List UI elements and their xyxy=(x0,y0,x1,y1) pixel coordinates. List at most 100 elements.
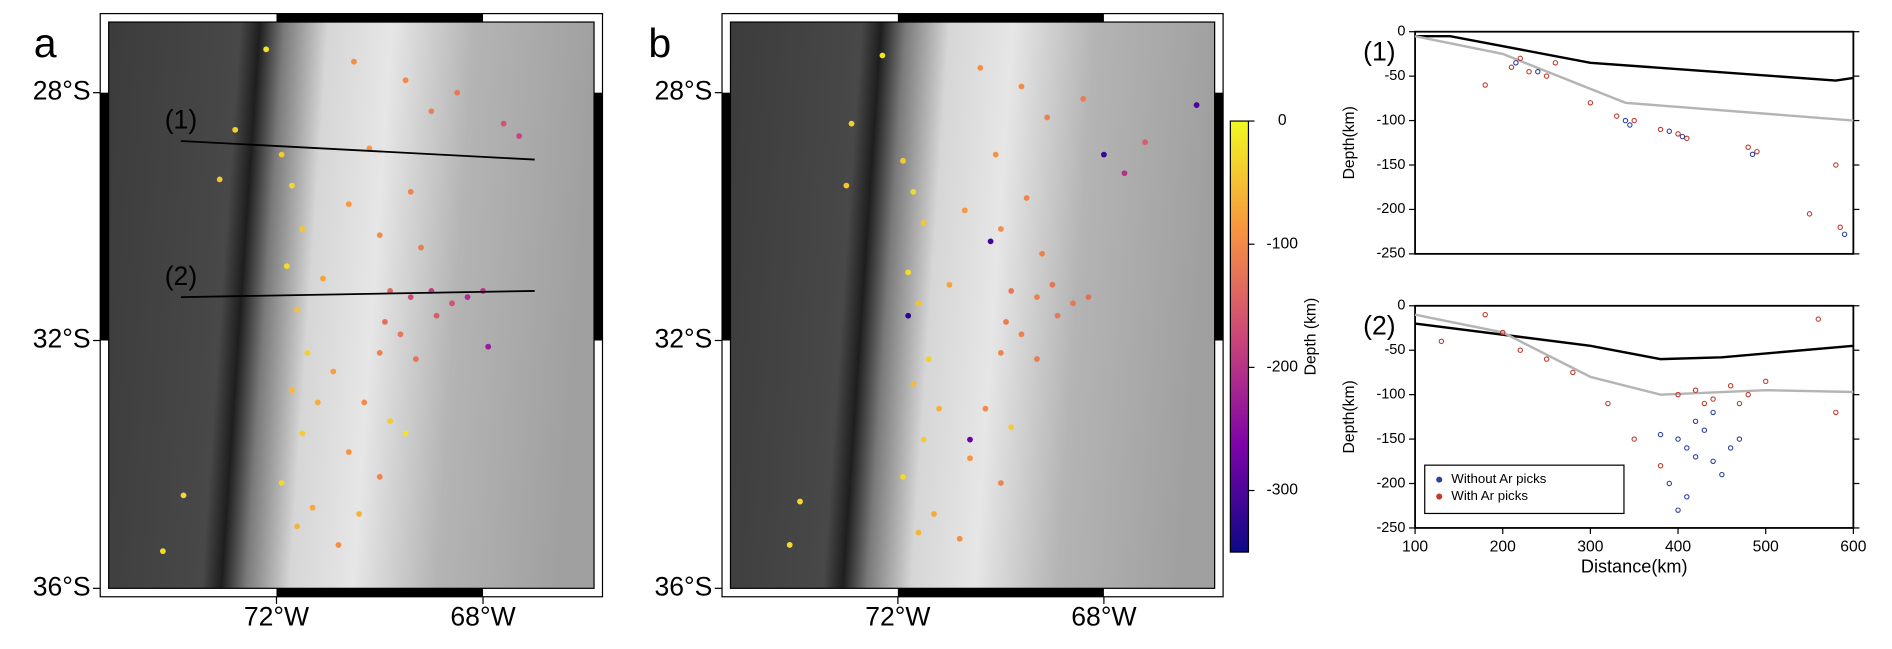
event xyxy=(289,182,295,189)
event xyxy=(1627,122,1633,128)
event xyxy=(159,548,166,555)
event xyxy=(366,145,373,152)
x-tick-label: 68°W xyxy=(450,602,515,632)
y-tick-label: -50 xyxy=(1384,68,1405,84)
event xyxy=(402,430,409,437)
event xyxy=(1535,68,1541,75)
event xyxy=(289,387,295,393)
event xyxy=(1054,312,1061,319)
event xyxy=(1613,113,1620,119)
event xyxy=(1049,281,1056,288)
event xyxy=(1710,396,1716,402)
event xyxy=(1701,427,1708,433)
map-layer xyxy=(159,46,523,555)
event xyxy=(1513,60,1519,66)
x-tick-label: 200 xyxy=(1490,538,1516,555)
plot-label: (1) xyxy=(1363,36,1395,66)
x-tick-label: 500 xyxy=(1753,538,1779,555)
event xyxy=(1679,133,1686,140)
event xyxy=(1749,151,1756,158)
event xyxy=(905,312,912,319)
event xyxy=(1754,148,1760,155)
x-tick-label: 72°W xyxy=(865,602,930,632)
event xyxy=(1710,458,1716,465)
interface-line xyxy=(1414,34,1854,122)
colorbar-tick-label: 0 xyxy=(1278,112,1287,129)
x-tick-label: 68°W xyxy=(1071,602,1136,632)
profile-label: (1) xyxy=(165,105,197,135)
event xyxy=(956,535,963,542)
event xyxy=(413,356,419,362)
y-tick-label: -100 xyxy=(1376,386,1405,402)
relief xyxy=(108,22,595,589)
event xyxy=(1085,294,1092,301)
event xyxy=(1034,294,1040,301)
event xyxy=(1517,55,1523,62)
event xyxy=(407,188,414,195)
event xyxy=(1833,162,1839,168)
x-tick-label: 100 xyxy=(1402,538,1428,555)
event xyxy=(925,356,932,362)
event xyxy=(961,207,968,214)
event xyxy=(1193,102,1200,108)
legend-box xyxy=(1424,464,1625,515)
profile-line xyxy=(180,140,535,161)
event xyxy=(1727,445,1734,451)
y-tick-label: 36°S xyxy=(33,571,91,601)
event xyxy=(402,77,409,84)
y-tick-label: -200 xyxy=(1376,201,1405,217)
event xyxy=(1034,356,1040,362)
event xyxy=(1023,195,1030,201)
frame-band xyxy=(594,92,603,341)
event xyxy=(931,511,937,517)
panel-label: a xyxy=(34,20,57,66)
event xyxy=(1745,144,1751,150)
event xyxy=(1684,445,1690,451)
event xyxy=(786,542,793,548)
event xyxy=(294,306,301,313)
legend-label: Without Ar picks xyxy=(1451,471,1546,486)
event xyxy=(920,219,927,226)
event xyxy=(345,449,352,455)
event xyxy=(387,418,393,424)
x-tick-label: 72°W xyxy=(244,602,309,632)
y-tick-label: 28°S xyxy=(655,76,713,106)
event xyxy=(1517,347,1523,353)
event xyxy=(848,120,855,127)
event xyxy=(1841,231,1848,238)
colorbar-tick-label: -100 xyxy=(1267,235,1299,252)
event xyxy=(1142,139,1149,146)
event xyxy=(428,108,435,115)
event xyxy=(1833,409,1839,416)
event xyxy=(1039,250,1045,257)
event xyxy=(1727,383,1734,389)
event xyxy=(977,64,984,71)
event xyxy=(1815,316,1822,322)
event xyxy=(376,232,383,239)
event xyxy=(920,436,927,443)
frame-band xyxy=(100,92,109,341)
event xyxy=(915,300,922,307)
profile-line xyxy=(180,290,535,299)
frame-band xyxy=(722,92,731,341)
event xyxy=(314,399,321,406)
event xyxy=(361,399,368,406)
event xyxy=(1605,400,1611,407)
event xyxy=(997,226,1004,232)
event xyxy=(900,473,906,480)
event xyxy=(330,368,337,375)
frame-band xyxy=(276,588,484,597)
event xyxy=(1552,60,1559,66)
y-tick-label: -250 xyxy=(1376,246,1405,262)
y-tick-label: 28°S xyxy=(33,76,91,106)
event xyxy=(1631,436,1637,442)
event xyxy=(915,529,922,536)
event xyxy=(1482,311,1488,318)
event xyxy=(1543,356,1550,362)
event xyxy=(1675,436,1681,442)
event xyxy=(376,473,383,480)
event xyxy=(936,405,942,412)
event xyxy=(1482,82,1488,88)
event xyxy=(1806,211,1813,217)
event xyxy=(1684,135,1690,142)
